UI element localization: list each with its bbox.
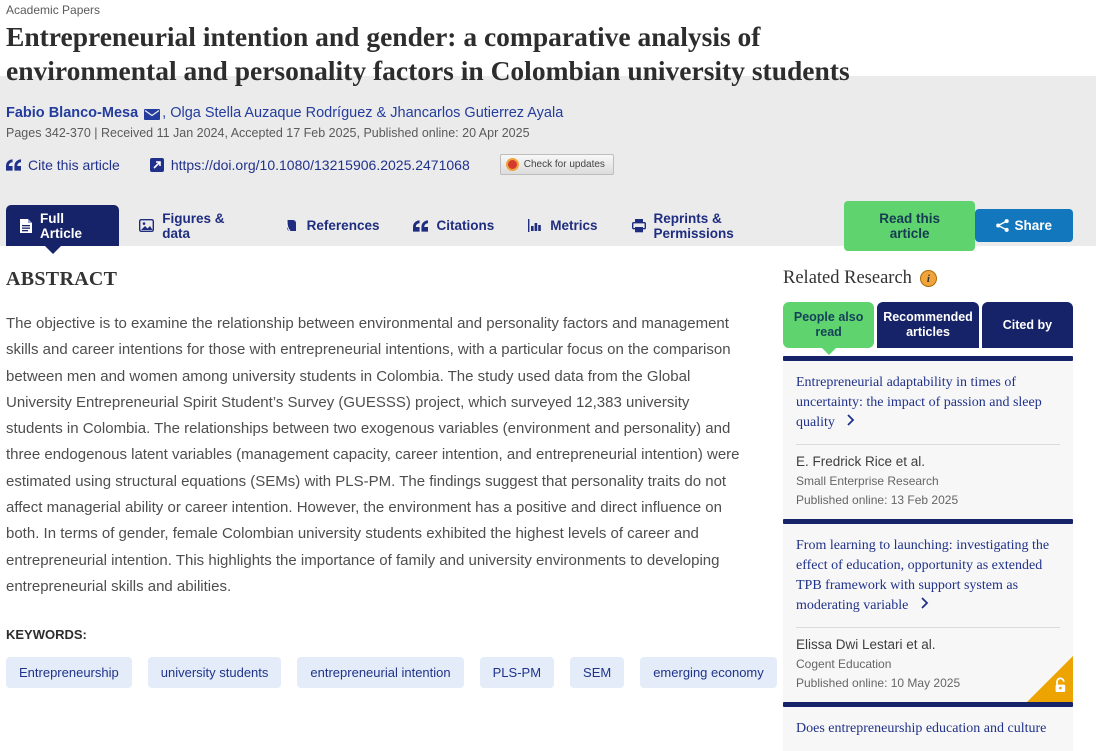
author-separator: , [162,105,171,122]
tab-recommended-articles[interactable]: Recommended articles [877,302,979,348]
breadcrumb: Academic Papers [6,3,101,17]
author-link[interactable]: Fabio Blanco-Mesa [6,105,139,122]
panel-divider [783,356,1073,361]
divider [796,444,1060,445]
image-icon [139,219,155,232]
related-tabs: People also read Recommended articles Ci… [783,302,1074,348]
related-article-published: Published online: 10 May 2025 [796,676,961,690]
abstract-heading: ABSTRACT [6,268,118,290]
tab-cited-by[interactable]: Cited by [981,302,1074,348]
keyword-chip[interactable]: university students [147,657,282,689]
tab-reprints-permissions[interactable]: Reprints & Permissions [618,205,812,246]
keyword-chip[interactable]: emerging economy [640,657,777,689]
keyword-chip[interactable]: Entrepreneurship [6,657,132,689]
keywords-label: KEYWORDS: [6,627,87,643]
envelope-icon[interactable] [144,108,161,120]
share-icon [996,219,1010,232]
author-separator: & [372,105,391,122]
main-content: ABSTRACT The objective is to examine the… [0,246,1096,751]
page-title: Entrepreneurial intention and gender: a … [6,21,850,86]
author-list: Fabio Blanco-Mesa , Olga Stella Auzaque … [6,105,1073,121]
chevron-right-icon [921,596,929,616]
related-article-link[interactable]: Entrepreneurial adaptability in times of… [796,373,1060,433]
crossmark-icon [505,158,519,172]
related-article-authors: E. Fredrick Rice et al. [796,454,926,469]
citation-row: Cite this article https://doi.org/10.108… [6,154,1073,176]
cite-this-article-link[interactable]: Cite this article [6,157,120,173]
related-article-link[interactable]: From learning to launching: investigatin… [796,536,1060,616]
printer-icon [631,218,646,232]
share-button[interactable]: Share [975,209,1073,242]
abstract-section: ABSTRACT The objective is to examine the… [6,246,777,751]
related-article-journal: Cogent Education [796,657,892,671]
tab-references[interactable]: References [271,205,394,246]
quote-icon [413,219,429,232]
related-research-heading: Related Research i [783,268,1073,289]
related-article-authors: Elissa Dwi Lestari et al. [796,637,936,652]
check-for-updates-button[interactable]: Check for updates [499,154,614,176]
bar-chart-icon [528,219,542,232]
related-article-card: From learning to launching: investigatin… [783,524,1073,702]
author-link[interactable]: Olga Stella Auzaque Rodríguez [170,105,373,122]
related-article-card: Entrepreneurial adaptability in times of… [783,361,1073,519]
article-toolbar: Full Article Figures & data References C… [6,200,1073,254]
panel-divider [783,519,1073,524]
article-header: Academic Papers Entrepreneurial intentio… [0,0,1096,254]
related-article-published: Published online: 13 Feb 2025 [796,493,959,507]
abstract-text: The objective is to examine the relation… [6,315,740,595]
keyword-chip[interactable]: SEM [570,657,625,689]
related-article-link[interactable]: Does entrepreneurship education and cult… [796,721,1047,736]
tab-people-also-read[interactable]: People also read [783,302,875,348]
tab-figures-data[interactable]: Figures & data [125,205,264,246]
info-icon[interactable]: i [919,270,937,287]
author-link[interactable]: Jhancarlos Gutierrez Ayala [390,105,564,122]
related-research-panel: Related Research i People also read Reco… [783,246,1074,751]
quote-icon [6,159,21,171]
pages-dates-meta: Pages 342-370 | Received 11 Jan 2024, Ac… [6,126,530,141]
keyword-chip[interactable]: entrepreneurial intention [297,657,464,689]
divider [796,627,1060,628]
document-icon [20,218,32,233]
book-icon [286,219,296,232]
tab-metrics[interactable]: Metrics [514,205,611,246]
external-link-icon [149,157,164,172]
tab-full-article[interactable]: Full Article [6,205,120,254]
chevron-right-icon [847,413,855,433]
open-access-lock-icon [1053,677,1068,698]
related-article-card: Does entrepreneurship education and cult… [783,707,1073,751]
tab-citations[interactable]: Citations [399,205,508,246]
related-article-journal: Small Enterprise Research [796,474,939,488]
keyword-chip[interactable]: PLS-PM [479,657,555,689]
doi-link[interactable]: https://doi.org/10.1080/13215906.2025.24… [149,157,470,173]
read-this-article-button[interactable]: Read this article [843,200,976,251]
keyword-list: Entrepreneurship university students ent… [6,657,777,689]
